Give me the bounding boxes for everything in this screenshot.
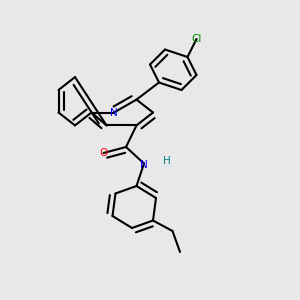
Text: O: O xyxy=(99,148,108,158)
Text: Cl: Cl xyxy=(191,34,202,44)
Text: H: H xyxy=(163,156,170,167)
Text: N: N xyxy=(110,107,118,118)
Text: N: N xyxy=(140,160,148,170)
